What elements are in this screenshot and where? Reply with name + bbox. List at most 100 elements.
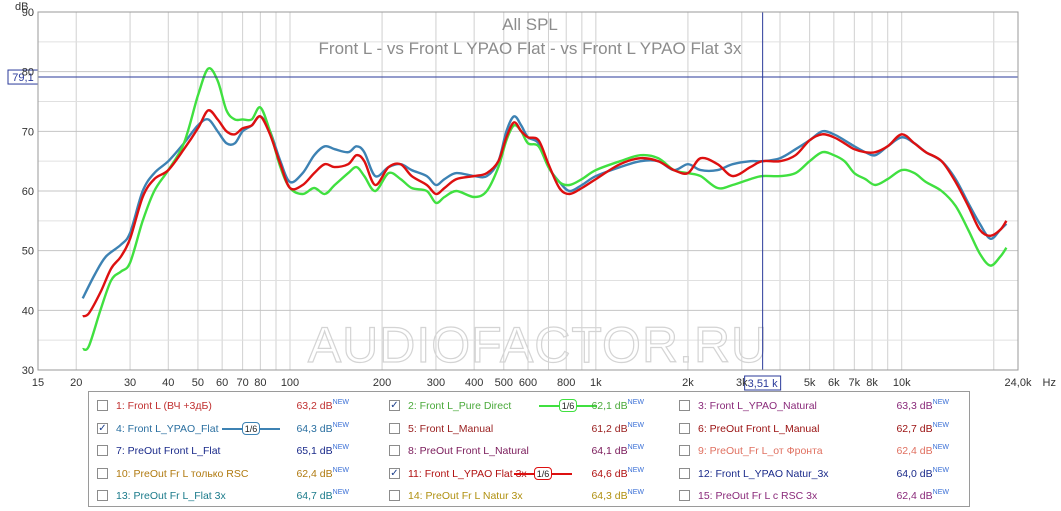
new-tag: NEW	[627, 466, 644, 474]
legend-item-value-text: 62,4 dB	[896, 445, 933, 457]
series-line-1	[81, 115, 1008, 299]
legend-item-value-text: 62,1 dB	[591, 400, 628, 412]
legend-item-value-text: 62,4 dB	[296, 467, 333, 480]
smoothing-badge[interactable]: 1/6	[514, 466, 572, 481]
watermark: AUDIOFACTOR.RU	[308, 317, 768, 373]
checkbox-checked[interactable]: ✓	[97, 422, 108, 434]
new-tag: NEW	[627, 489, 644, 496]
x-tick-label: 8k	[866, 377, 878, 389]
x-tick-label: 30	[124, 377, 136, 389]
legend-item[interactable]: ✓ 4: Front L_YPAO_Flat 1/6 64,3 dBNEW	[97, 419, 349, 439]
checkbox[interactable]	[679, 445, 690, 456]
checkbox-checked[interactable]: ✓	[389, 400, 400, 411]
legend-item-value-text: 63,2 dB	[296, 400, 333, 412]
legend-item[interactable]: ✓ 11: Front L_YPAO Flat 3x 1/6 64,6 dBNEW	[389, 464, 644, 484]
legend-item-label: 10: PreOut Fr L только RSC	[116, 467, 249, 480]
legend-item-value-text: 64,0 dB	[896, 467, 933, 480]
x-tick-label: 3k	[736, 377, 748, 389]
legend-item-value: 64,6 dBNEW	[554, 464, 644, 484]
y-tick-label: 40	[22, 305, 34, 317]
checkbox[interactable]	[679, 490, 690, 501]
checkbox[interactable]	[679, 400, 690, 411]
legend-item[interactable]: ✓ 2: Front L_Pure Direct 1/6 62,1 dBNEW	[389, 396, 644, 416]
x-tick-label: 600	[519, 377, 537, 389]
legend-item[interactable]: 3: Front L_YPAO_Natural 63,3 dBNEW	[679, 396, 949, 416]
legend-item-value: 64,7 dBNEW	[259, 486, 349, 506]
x-tick-label: 1k	[590, 377, 602, 389]
legend-item-value: 64,3 dBNEW	[259, 419, 349, 439]
chart-subtitle: Front L - vs Front L YPAO Flat - vs Fron…	[319, 39, 742, 58]
spl-chart: AUDIOFACTOR.RU All SPL Front L - vs Fron…	[7, 1, 1056, 391]
legend-item-label: 3: Front L_YPAO_Natural	[698, 400, 817, 412]
x-tick-label: 500	[495, 377, 513, 389]
legend-item[interactable]: 10: PreOut Fr L только RSC 62,4 dBNEW	[97, 464, 349, 484]
legend-item-label: 6: PreOut Front L_Manual	[698, 422, 820, 435]
legend-item-label: 7: PreOut Front L_Flat	[116, 445, 221, 457]
y-tick-label: 30	[22, 365, 34, 377]
smoothing-badge[interactable]: 1/6	[539, 399, 597, 413]
checkbox[interactable]	[389, 445, 400, 456]
cursor-x-readout-box	[744, 375, 782, 391]
legend-item[interactable]: 1: Front L (ВЧ +3дБ) 63,2 dBNEW	[97, 396, 349, 416]
checkbox[interactable]	[97, 400, 108, 411]
legend-item-value: 63,2 dBNEW	[259, 396, 349, 416]
x-tick-label: 400	[465, 377, 483, 389]
legend-item-value: 62,4 dBNEW	[259, 464, 349, 484]
new-tag: NEW	[332, 399, 349, 406]
legend-item-label: 8: PreOut Front L_Natural	[408, 445, 529, 457]
legend-item-label: 11: Front L_YPAO Flat 3x	[408, 467, 527, 480]
x-tick-label: 2k	[682, 377, 694, 389]
legend-item[interactable]: 5: Front L_Manual 61,2 dBNEW	[389, 419, 644, 439]
x-tick-label: 20	[70, 377, 82, 389]
checkbox[interactable]	[389, 490, 400, 501]
checkbox[interactable]	[389, 422, 400, 434]
y-tick-label: 70	[22, 126, 34, 138]
legend-item[interactable]: 15: PreOut Fr L с RSC 3x 62,4 dBNEW	[679, 486, 949, 506]
x-tick-label: 7k	[849, 377, 861, 389]
smoothing-label: 1/6	[242, 421, 260, 435]
x-tick-label: 24,0k	[1005, 377, 1032, 389]
x-axis-label: Hz	[1043, 377, 1056, 389]
legend-item-label: 15: PreOut Fr L с RSC 3x	[698, 490, 818, 502]
legend-item[interactable]: 8: PreOut Front L_Natural 64,1 dBNEW	[389, 441, 644, 461]
x-tick-label: 200	[373, 377, 391, 389]
checkbox[interactable]	[97, 490, 108, 501]
y-tick-label: 80	[22, 67, 34, 79]
smoothing-label: 1/6	[534, 466, 552, 480]
legend-item-value-text: 62,4 dB	[896, 490, 933, 502]
x-tick-label: 10k	[893, 377, 911, 389]
chart-title: All SPL	[502, 15, 558, 34]
checkbox[interactable]	[97, 445, 108, 456]
series-line-2	[82, 67, 1008, 352]
legend-item[interactable]: 7: PreOut Front L_Flat 65,1 dBNEW	[97, 441, 349, 461]
legend-item-value: 62,1 dBNEW	[554, 396, 644, 416]
legend-item-value-text: 64,6 dB	[591, 467, 628, 480]
legend-item-value-text: 62,7 dB	[896, 422, 933, 435]
checkbox-checked[interactable]: ✓	[389, 467, 400, 479]
legend-item[interactable]: 12: Front L_YPAO Natur_3x 64,0 dBNEW	[679, 464, 949, 484]
x-tick-label: 70	[236, 377, 248, 389]
checkbox[interactable]	[679, 467, 690, 479]
legend-item[interactable]: 9: PreOut_Fr L_от Фронта 62,4 dBNEW	[679, 441, 949, 461]
series-line-3	[82, 109, 1008, 318]
legend-item-value: 62,4 dBNEW	[859, 486, 949, 506]
legend-item-value-text: 63,3 dB	[896, 400, 933, 412]
legend-item[interactable]: 6: PreOut Front L_Manual 62,7 dBNEW	[679, 419, 949, 439]
cursor[interactable]: 79,1 3,51 k	[7, 12, 1018, 391]
legend-item-value: 61,2 dBNEW	[554, 419, 644, 439]
legend-item[interactable]: 13: PreOut Fr L_Flat 3x 64,7 dBNEW	[97, 486, 349, 506]
legend-item[interactable]: 14: PreOut Fr L Natur 3x 64,3 dBNEW	[389, 486, 644, 506]
legend-item-value: 62,4 dBNEW	[859, 441, 949, 461]
checkbox[interactable]	[679, 422, 690, 434]
plot-frame	[37, 11, 1019, 371]
x-tick-label: 5k	[804, 377, 816, 389]
legend-item-label: 5: Front L_Manual	[408, 422, 494, 435]
legend-item-value-text: 64,3 dB	[296, 422, 333, 435]
legend-item-value-text: 64,3 dB	[591, 490, 628, 502]
legend-item-label: 12: Front L_YPAO Natur_3x	[698, 467, 829, 480]
checkbox[interactable]	[97, 467, 108, 479]
legend-item-value: 62,7 dBNEW	[859, 419, 949, 439]
smoothing-label: 1/6	[559, 399, 577, 412]
smoothing-badge[interactable]: 1/6	[222, 421, 280, 436]
